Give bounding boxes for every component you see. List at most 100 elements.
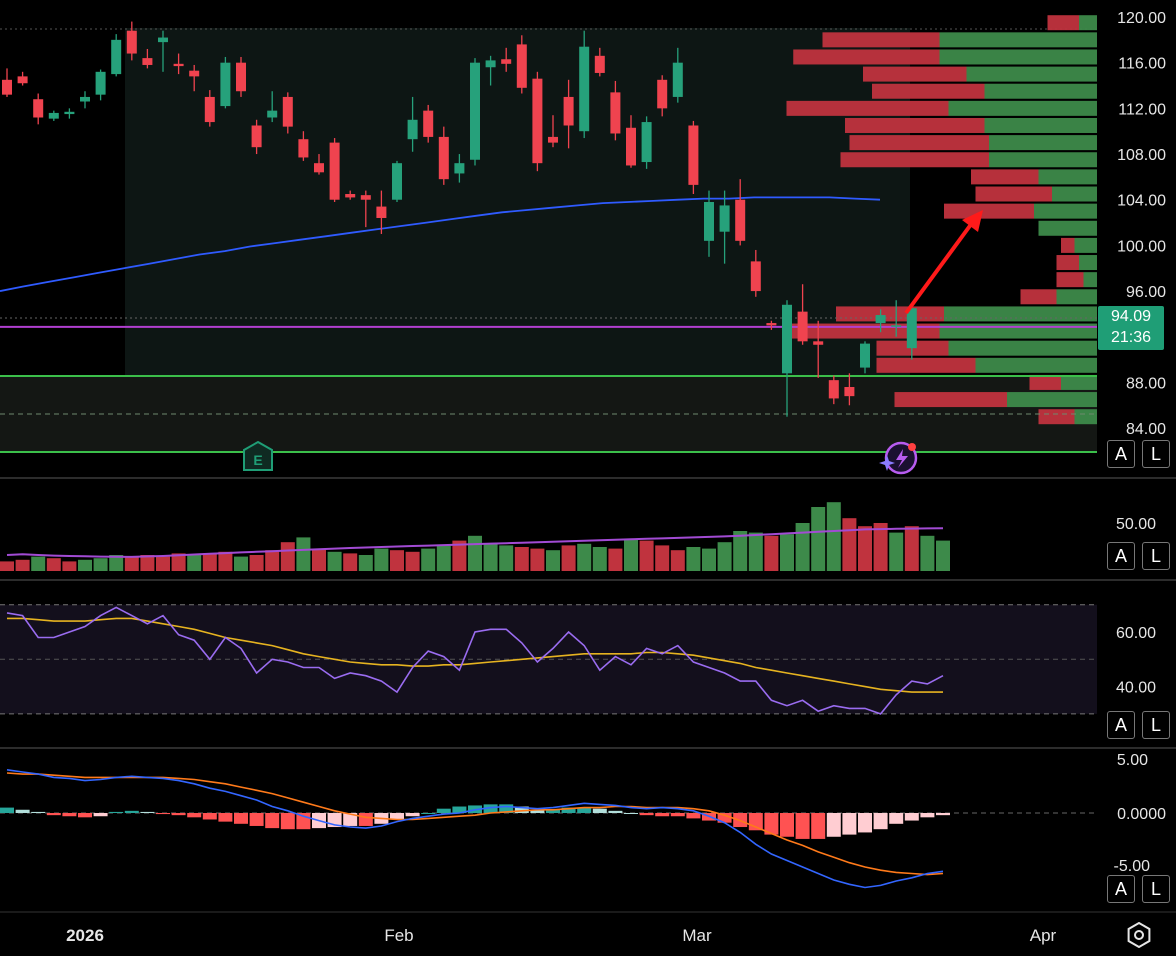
auto-scale-button-rsi[interactable]: A — [1107, 711, 1135, 739]
log-scale-button-rsi[interactable]: L — [1142, 711, 1170, 739]
candle-body — [48, 112, 59, 119]
macd-line — [6, 769, 944, 889]
candle-body — [423, 110, 434, 137]
axis-labels: 120.00 116.00 112.00 108.00 104.00 100.00 96.0… — [0, 10, 1176, 875]
volume-bar — [670, 550, 685, 571]
macd-histogram-bar — [514, 806, 529, 813]
log-scale-button-volume[interactable]: L — [1142, 542, 1170, 570]
volume-profile-down-bar — [845, 117, 985, 133]
rsi-line — [6, 606, 944, 715]
volume-bar — [889, 532, 904, 571]
volume-bar — [374, 548, 389, 571]
earnings-marker — [243, 440, 273, 471]
volume-profile-down-bar — [1038, 409, 1075, 425]
rsi-tick-label: 40.00 — [1116, 680, 1156, 697]
volume-bar — [780, 534, 794, 571]
macd-histogram-bar — [46, 813, 61, 816]
macd-histogram-bar — [811, 813, 826, 839]
macd-histogram-bar — [452, 806, 467, 813]
candle-body — [548, 136, 558, 143]
volume-profile-up-bar — [1007, 392, 1097, 408]
price-tick-label: 84.00 — [1126, 421, 1166, 438]
candle-body — [688, 125, 699, 185]
volume-bar — [904, 526, 919, 571]
volume-bar — [249, 555, 264, 571]
volume-moving-average — [6, 527, 944, 558]
volume-profile-down-bar — [894, 392, 1007, 408]
auto-scale-button-price[interactable]: A — [1107, 440, 1135, 468]
volume-pane[interactable] — [0, 502, 950, 571]
macd-histogram-bar — [280, 813, 295, 830]
date-tick-label: 2026 — [66, 926, 104, 945]
macd-histogram-bar — [561, 807, 576, 813]
macd-histogram-bar — [608, 810, 623, 813]
rsi-tick-label: 60.00 — [1116, 625, 1156, 642]
macd-histogram-bar — [858, 813, 872, 833]
candle-body — [95, 71, 106, 95]
candle-body — [891, 325, 902, 327]
volume-bar — [546, 550, 560, 571]
volume-bar — [639, 540, 654, 571]
volume-bar — [686, 547, 701, 571]
volume-profile-up-bar — [1034, 203, 1097, 219]
price-tick-label: 116.00 — [1118, 56, 1166, 73]
volume-bar — [46, 558, 61, 571]
earnings-marker-label: E — [253, 452, 262, 468]
rsi-pane[interactable] — [0, 604, 1097, 715]
log-scale-button-price[interactable]: L — [1142, 440, 1170, 468]
auto-scale-button-volume[interactable]: A — [1107, 542, 1135, 570]
macd-histogram-bar — [483, 804, 498, 813]
macd-histogram-bar — [15, 809, 30, 813]
volume-profile-up-bar — [948, 340, 1097, 356]
macd-histogram-bar — [405, 813, 420, 817]
volume-bar — [452, 540, 467, 571]
macd-histogram-bar — [78, 813, 92, 818]
candle-body — [782, 304, 792, 374]
macd-histogram-bar — [764, 813, 779, 835]
log-scale-button-macd[interactable]: L — [1142, 875, 1170, 903]
macd-pane[interactable] — [0, 769, 1097, 889]
volume-bar — [764, 535, 779, 571]
volume-bar — [530, 548, 545, 571]
date-tick-label: Mar — [682, 926, 712, 945]
candle-body — [158, 37, 168, 43]
volume-bar — [312, 548, 326, 571]
candle-body — [672, 62, 683, 97]
volume-profile-down-bar — [836, 306, 944, 322]
volume-bar — [0, 561, 14, 571]
volume-profile-down-bar — [971, 169, 1039, 185]
macd-histogram-bar — [920, 813, 935, 818]
candle-body — [80, 96, 90, 102]
candle-body — [766, 323, 777, 326]
volume-bar — [124, 556, 139, 571]
candle-body — [657, 79, 668, 109]
volume-bar — [873, 523, 888, 571]
macd-histogram-bar — [826, 813, 841, 837]
candle-body — [563, 96, 574, 126]
macd-histogram-bar — [171, 813, 186, 816]
volume-bar — [561, 545, 576, 571]
candle-body — [298, 139, 309, 158]
gear-icon[interactable] — [1126, 922, 1152, 948]
volume-profile-up-bar — [966, 66, 1097, 82]
lightning-bolt — [896, 449, 908, 468]
auto-scale-button-macd[interactable]: A — [1107, 875, 1135, 903]
volume-profile-up-bar — [975, 357, 1097, 373]
macd-histogram-bar — [62, 813, 77, 817]
volume-bar — [514, 547, 529, 571]
macd-histogram-bar — [577, 807, 592, 813]
trend-arrow-line — [904, 221, 974, 315]
macd-histogram-bar — [717, 813, 732, 823]
macd-histogram-bar — [795, 813, 810, 839]
macd-histogram-bar — [202, 813, 217, 820]
volume-bar — [608, 548, 623, 571]
macd-histogram-bar — [499, 804, 514, 813]
price-pane[interactable]: E — [0, 15, 1097, 475]
candle-body — [142, 58, 153, 65]
candle-body — [220, 62, 231, 107]
date-axis: 2026 Feb Mar Apr — [0, 911, 1176, 945]
volume-profile-up-bar — [1079, 255, 1097, 271]
macd-histogram-bar — [343, 813, 358, 826]
volume-bar — [358, 555, 373, 571]
